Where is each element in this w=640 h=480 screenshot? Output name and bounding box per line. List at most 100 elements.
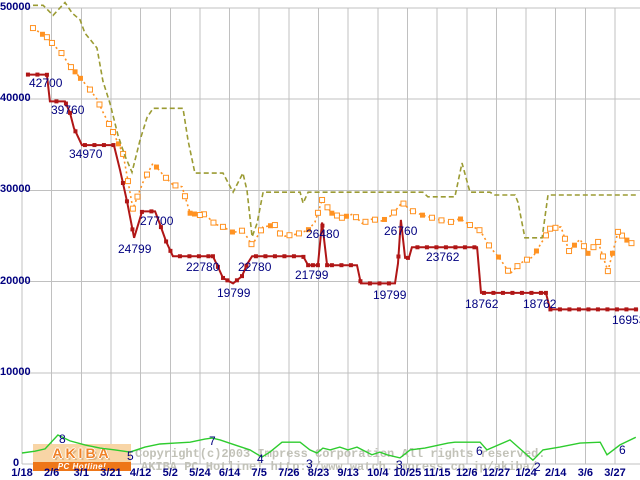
x-axis-label: 3/21 [100,467,122,479]
data-point-marker [624,237,630,243]
data-point-marker [162,174,169,181]
data-point-marker [96,101,103,108]
x-axis-label: 12/6 [456,467,478,479]
data-point-marker [609,250,615,256]
data-point-marker [523,256,530,263]
data-point-marker [267,223,273,229]
x-axis-label: 5/24 [189,467,211,479]
data-point-marker [44,72,49,77]
series-lowest-price-line [27,73,639,311]
data-point-marker [396,254,401,259]
data-point-marker [306,263,311,268]
data-point-marker [92,143,97,148]
shop-count-annotation: 3 [306,457,313,471]
data-point-marker [82,143,87,148]
data-point-marker [453,245,458,250]
shop-count-annotation: 3 [396,458,403,472]
shop-count-annotation: 2 [534,460,541,474]
y-axis-label: 30000 [0,183,31,195]
x-axis-label: 1/18 [11,467,33,479]
data-point-marker [567,307,572,312]
data-point-marker [504,267,511,274]
data-point-marker [529,290,534,295]
data-point-marker [424,245,429,250]
data-point-marker [371,216,378,223]
data-point-marker [510,290,515,295]
price-annotation: 21799 [295,268,329,282]
price-annotation: 22780 [238,260,272,274]
data-point-marker [339,263,344,268]
x-axis-label: 11/15 [423,467,451,479]
data-point-marker [485,242,492,249]
logo-akiba-text: AKIBA [33,444,131,462]
data-point-marker [457,216,463,222]
shop-count-annotation: 5 [127,449,134,463]
logo-pc-hotline-text: PC Hotline! [33,462,131,471]
data-point-marker [543,290,548,295]
data-point-marker [618,232,625,239]
data-point-marker [158,225,163,230]
price-annotation: 16953 [612,313,640,327]
data-point-marker [542,232,549,239]
shop-count-annotation: 6 [619,443,626,457]
x-axis-label: 3/1 [73,467,89,479]
price-annotation: 18762 [523,297,557,311]
gridlines [21,7,640,465]
x-axis-label: 2/14 [544,467,567,479]
watermark-copyright-line: Copyright(c)2003 Impress Corporation All… [135,447,546,461]
data-point-marker [200,211,207,218]
data-point-marker [320,223,325,228]
data-point-marker [63,101,68,106]
x-axis-label: 10/4 [367,467,389,479]
data-point-marker [48,39,55,46]
x-axis-label: 7/26 [278,467,300,479]
data-point-marker [172,182,179,189]
data-point-marker [25,72,30,77]
price-annotation: 19799 [373,288,407,302]
data-point-marker [333,212,340,219]
data-point-marker [533,248,539,254]
watermark-url-line: AKIBA PC Hotline! http://www.watch.impre… [141,460,538,474]
data-point-marker [253,254,258,259]
data-point-marker [538,290,543,295]
data-point-marker [367,281,372,286]
data-point-marker [101,143,106,148]
data-point-marker [466,222,473,229]
data-point-marker [286,232,293,239]
data-point-marker [491,290,496,295]
data-point-marker [358,279,363,284]
data-point-marker [124,178,131,185]
data-point-marker [54,99,59,104]
data-point-marker [315,263,320,268]
data-point-marker [362,218,369,225]
data-point-marker [153,164,159,170]
data-point-marker [548,307,553,312]
data-point-marker [221,275,226,280]
data-point-marker [124,199,129,204]
price-annotation: 26480 [306,227,340,241]
data-point-marker [633,307,638,312]
price-annotation: 42700 [29,76,63,90]
data-point-marker [428,214,435,221]
data-point-marker [43,34,50,41]
series-shop-count-line [21,434,637,462]
x-axis-label: 2/6 [43,467,60,479]
data-point-marker [419,212,425,218]
shop-count-annotation: 7 [209,434,216,448]
data-point-marker [39,31,45,37]
data-point-marker [257,227,264,234]
x-axis-label: 9/13 [337,467,359,479]
data-point-marker [595,238,602,245]
y-axis-label: 20000 [0,275,31,287]
data-point-marker [248,241,255,248]
data-point-marker [111,143,116,148]
data-point-marker [590,244,597,251]
data-point-marker [628,240,635,247]
data-point-marker [481,290,486,295]
data-point-marker [68,110,73,115]
data-point-marker [586,307,591,312]
data-point-marker [329,263,334,268]
